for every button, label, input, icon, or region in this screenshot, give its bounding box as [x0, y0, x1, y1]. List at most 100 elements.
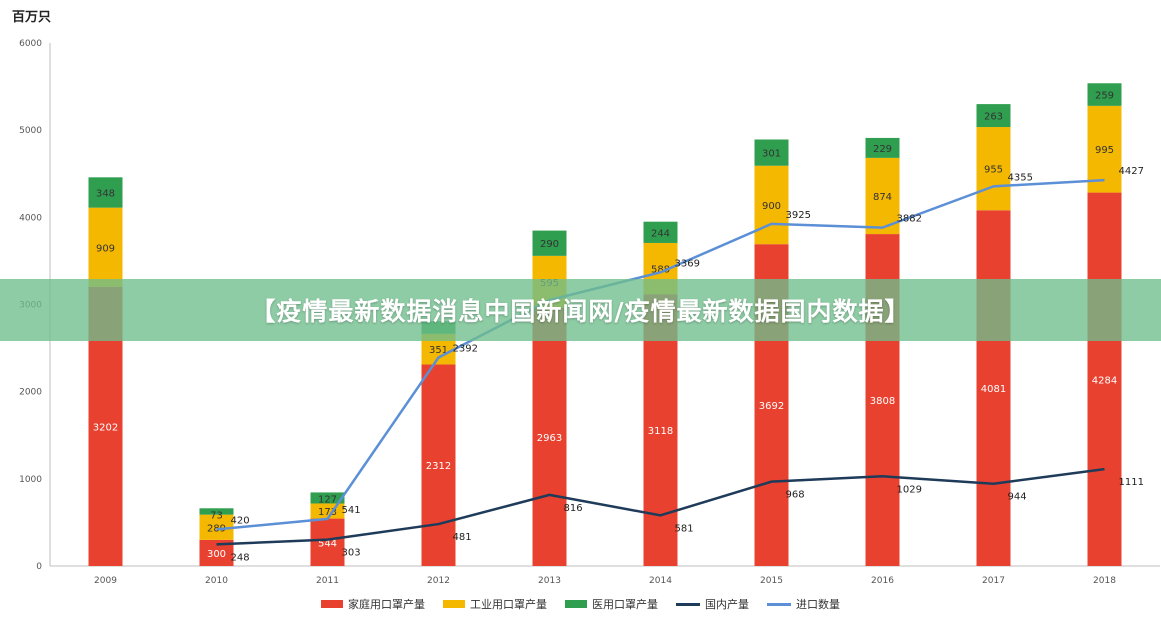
legend-label: 工业用口罩产量 — [470, 598, 547, 611]
bar-data-label: 2963 — [537, 433, 562, 444]
bar-data-label: 995 — [1095, 145, 1114, 156]
bar-data-label: 300 — [207, 549, 226, 560]
x-tick-label: 2016 — [871, 576, 894, 586]
y-tick-label: 6000 — [19, 39, 42, 49]
bar-data-label: 73 — [210, 510, 223, 521]
bar-data-label: 544 — [318, 538, 337, 549]
bar-segment — [88, 177, 123, 208]
bar-data-label: 3118 — [648, 426, 673, 437]
line-data-label: 420 — [231, 515, 250, 526]
legend-swatch — [321, 600, 343, 608]
series-line — [216, 178, 1105, 531]
bar-data-label: 173 — [318, 507, 337, 518]
legend-item-medical: 医用口罩产量 — [565, 596, 658, 612]
line-data-label: 1111 — [1119, 477, 1144, 488]
legend-label: 医用口罩产量 — [592, 598, 658, 611]
bar-segment — [865, 137, 900, 158]
bar-segment — [976, 104, 1011, 128]
legend-label: 国内产量 — [705, 598, 749, 611]
bar-data-label: 3692 — [759, 401, 784, 412]
line-data-label: 248 — [231, 552, 250, 563]
headline-banner: 【疫情最新数据消息中国新闻网/疫情最新数据国内数据】 — [0, 279, 1161, 341]
x-tick-label: 2013 — [538, 576, 561, 586]
bar-data-label: 351 — [429, 345, 448, 356]
line-data-label: 581 — [675, 523, 694, 534]
line-data-label: 3369 — [675, 258, 700, 269]
bar-segment — [310, 518, 345, 566]
bar-segment — [1087, 83, 1122, 106]
x-tick-label: 2009 — [94, 576, 117, 586]
line-data-label: 3882 — [897, 214, 922, 225]
bar-data-label: 3202 — [93, 422, 118, 433]
series-line — [216, 467, 1105, 546]
legend-item-household: 家庭用口罩产量 — [321, 596, 425, 612]
y-tick-label: 2000 — [19, 388, 42, 398]
line-data-label: 4427 — [1119, 166, 1144, 177]
legend-swatch — [767, 602, 791, 606]
x-tick-label: 2011 — [316, 576, 339, 586]
bar-segment — [643, 221, 678, 243]
bar-segment — [754, 139, 789, 166]
bar-data-label: 229 — [873, 144, 892, 155]
line-data-label: 944 — [1008, 492, 1027, 503]
x-tick-label: 2018 — [1093, 576, 1116, 586]
x-tick-label: 2015 — [760, 576, 783, 586]
x-tick-label: 2010 — [205, 576, 228, 586]
legend-swatch — [565, 600, 587, 608]
y-tick-label: 4000 — [19, 213, 42, 223]
legend-item-industrial: 工业用口罩产量 — [443, 596, 547, 612]
bar-data-label: 2312 — [426, 461, 451, 472]
bar-data-label: 909 — [96, 243, 115, 254]
y-axis-unit-label: 百万只 — [12, 10, 52, 25]
bar-segment — [310, 492, 345, 504]
legend-swatch — [443, 600, 465, 608]
legend-item-import-volume: 进口数量 — [767, 596, 840, 612]
bar-segment — [421, 364, 456, 566]
bar-segment — [976, 127, 1011, 211]
legend-item-domestic-output: 国内产量 — [676, 596, 749, 612]
line-data-label: 2392 — [453, 343, 478, 354]
bar-segment — [532, 230, 567, 256]
bar-data-label: 301 — [762, 149, 781, 160]
legend-label: 进口数量 — [796, 598, 840, 611]
bar-data-label: 874 — [873, 192, 892, 203]
line-data-label: 541 — [342, 505, 361, 516]
line-data-label: 816 — [564, 503, 583, 514]
headline-text: 【疫情最新数据消息中国新闻网/疫情最新数据国内数据】 — [250, 297, 911, 326]
y-tick-label: 5000 — [19, 126, 42, 136]
bar-segment — [532, 307, 567, 566]
bar-data-label: 4284 — [1092, 375, 1117, 386]
bar-data-label: 259 — [1095, 91, 1114, 102]
line-data-label: 968 — [786, 490, 805, 501]
line-data-label: 1029 — [897, 484, 922, 495]
line-data-label: 3925 — [786, 210, 811, 221]
bar-segment — [754, 165, 789, 245]
legend-label: 家庭用口罩产量 — [348, 598, 425, 611]
chart-legend: 家庭用口罩产量 工业用口罩产量 医用口罩产量 国内产量 进口数量 — [0, 596, 1161, 612]
y-tick-label: 1000 — [19, 475, 42, 485]
bar-segment — [88, 207, 123, 287]
bar-segment — [865, 157, 900, 235]
bar-data-label: 588 — [651, 265, 670, 276]
bar-segment — [976, 210, 1011, 566]
line-data-label: 4355 — [1008, 172, 1033, 183]
x-tick-label: 2012 — [427, 576, 450, 586]
bar-data-label: 127 — [318, 494, 337, 505]
legend-swatch — [676, 602, 700, 606]
bar-data-label: 244 — [651, 228, 670, 239]
x-tick-label: 2014 — [649, 576, 672, 586]
bar-data-label: 3808 — [870, 396, 895, 407]
bar-data-label: 348 — [96, 188, 115, 199]
line-data-label: 481 — [453, 532, 472, 543]
line-data-label: 303 — [342, 548, 361, 559]
bar-data-label: 900 — [762, 201, 781, 212]
bar-data-label: 263 — [984, 112, 1003, 123]
bar-data-label: 955 — [984, 165, 1003, 176]
bar-segment — [1087, 192, 1122, 566]
y-tick-label: 0 — [36, 562, 42, 572]
bar-data-label: 290 — [540, 239, 559, 250]
x-tick-label: 2017 — [982, 576, 1005, 586]
bar-segment — [199, 508, 234, 515]
bar-segment — [1087, 105, 1122, 193]
bar-data-label: 4081 — [981, 384, 1006, 395]
